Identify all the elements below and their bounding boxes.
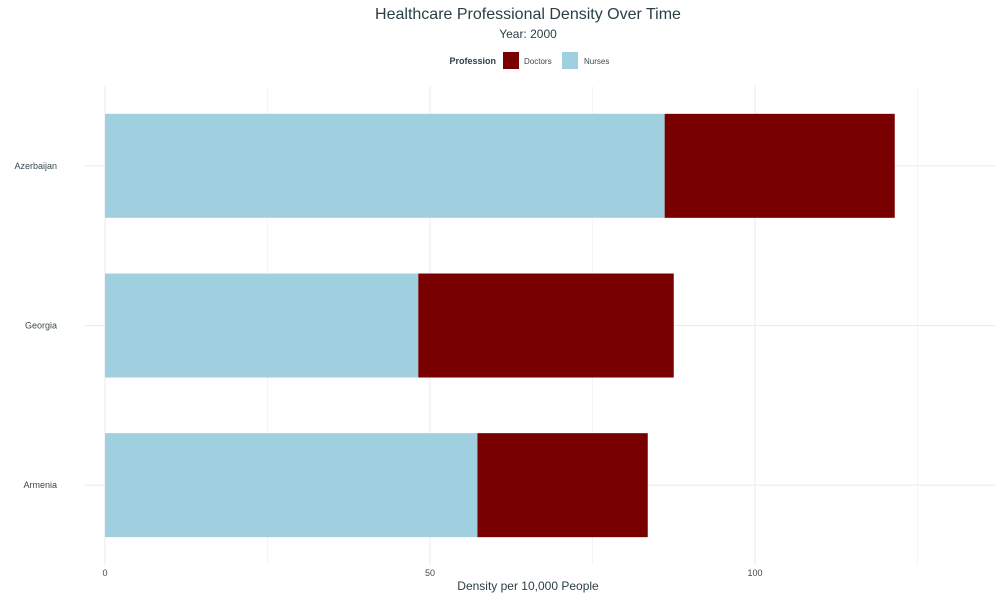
x-axis-title: Density per 10,000 People bbox=[457, 579, 599, 593]
bar-doctors-georgia bbox=[418, 273, 674, 378]
bar-nurses-armenia bbox=[105, 433, 478, 538]
legend-label-nurses: Nurses bbox=[584, 57, 609, 66]
bars-layer bbox=[105, 113, 895, 538]
y-tick-labels: Azerbaijan Georgia Armenia bbox=[14, 161, 57, 490]
legend: Profession Doctors Nurses bbox=[449, 52, 609, 69]
legend-title: Profession bbox=[449, 56, 496, 66]
x-tick-label: 50 bbox=[425, 568, 435, 578]
legend-label-doctors: Doctors bbox=[524, 57, 552, 66]
bar-doctors-armenia bbox=[477, 433, 648, 538]
chart-subtitle: Year: 2000 bbox=[499, 27, 557, 41]
legend-items: Doctors Nurses bbox=[503, 52, 609, 69]
chart-title: Healthcare Professional Density Over Tim… bbox=[375, 6, 681, 23]
legend-key-nurses bbox=[562, 52, 578, 69]
x-tick-labels: 0 50 100 bbox=[102, 568, 762, 578]
bar-doctors-azerbaijan bbox=[664, 113, 895, 218]
y-tick-label: Azerbaijan bbox=[14, 161, 57, 171]
legend-key-doctors bbox=[503, 52, 519, 69]
x-tick-label: 0 bbox=[102, 568, 107, 578]
bar-nurses-georgia bbox=[105, 273, 419, 378]
bar-nurses-azerbaijan bbox=[105, 113, 665, 218]
y-tick-label: Armenia bbox=[23, 480, 57, 490]
y-tick-label: Georgia bbox=[25, 321, 57, 331]
x-tick-label: 100 bbox=[747, 568, 762, 578]
